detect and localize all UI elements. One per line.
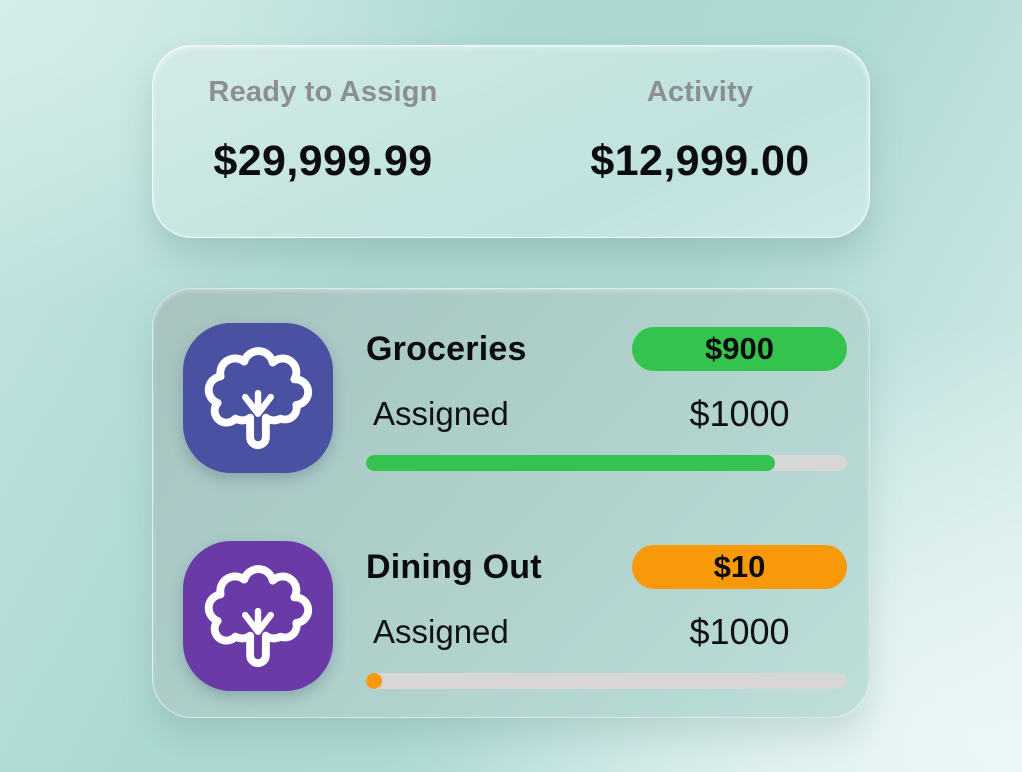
progress-bar — [366, 455, 847, 471]
progress-fill — [366, 673, 383, 689]
category-row-groceries[interactable]: Groceries $900 Assigned $1000 — [183, 323, 847, 473]
ready-to-assign-section[interactable]: Ready to Assign $29,999.99 — [153, 76, 493, 237]
categories-card: Groceries $900 Assigned $1000 — [152, 288, 870, 718]
category-row-dining-out[interactable]: Dining Out $10 Assigned $1000 — [183, 541, 847, 691]
activity-section[interactable]: Activity $12,999.00 — [541, 76, 859, 237]
activity-value: $12,999.00 — [590, 137, 810, 185]
assigned-value: $1000 — [689, 393, 790, 434]
available-amount-badge[interactable]: $10 — [632, 545, 847, 589]
category-content: Dining Out $10 Assigned $1000 — [366, 541, 847, 691]
progress-bar — [366, 673, 847, 689]
progress-fill — [366, 455, 775, 471]
category-content: Groceries $900 Assigned $1000 — [366, 323, 847, 473]
available-amount-badge[interactable]: $900 — [632, 327, 847, 371]
category-name: Groceries — [366, 329, 527, 368]
summary-card: Ready to Assign $29,999.99 Activity $12,… — [152, 45, 870, 238]
broccoli-icon — [183, 323, 333, 473]
assigned-label: Assigned — [373, 613, 509, 650]
ready-to-assign-label: Ready to Assign — [208, 76, 438, 108]
category-name: Dining Out — [366, 547, 542, 586]
assigned-value: $1000 — [689, 611, 790, 652]
ready-to-assign-value: $29,999.99 — [213, 137, 433, 185]
activity-label: Activity — [646, 76, 754, 108]
broccoli-icon — [183, 541, 333, 691]
assigned-label: Assigned — [373, 395, 509, 432]
